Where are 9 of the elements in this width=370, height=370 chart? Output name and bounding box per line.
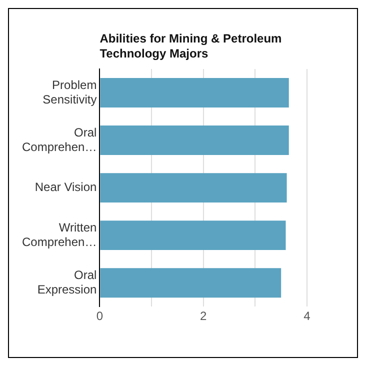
y-tick-label: Oral Comprehen…: [22, 125, 97, 154]
y-tick-label: Oral Expression: [37, 268, 97, 296]
y-tick-label: Written Comprehen…: [22, 220, 97, 249]
y-tick-label: Problem Sensitivity: [42, 78, 97, 106]
y-tick-label: Near Vision: [34, 180, 97, 194]
x-tick-label: 2: [200, 309, 208, 324]
x-tick-label: 4: [304, 309, 311, 324]
x-tick-label: 0: [96, 309, 104, 324]
chart-title: Abilities for Mining & Petroleum Technology Majors: [100, 31, 282, 60]
